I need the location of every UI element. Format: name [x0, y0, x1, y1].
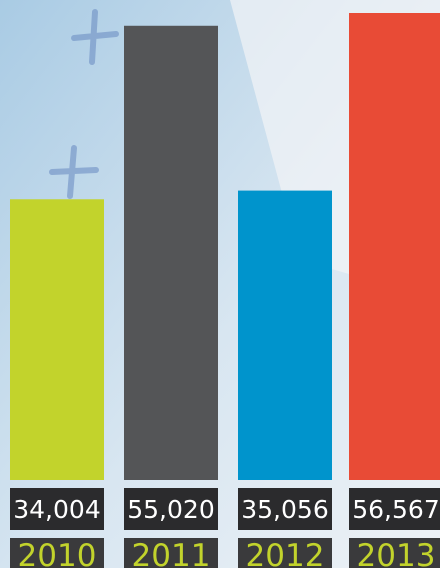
- value-label-box: [10, 488, 104, 530]
- category-label: 2010: [18, 538, 97, 568]
- bar: [349, 13, 440, 480]
- value-label-box: [349, 488, 440, 530]
- value-label: 55,020: [127, 495, 214, 524]
- category-label: 2012: [246, 538, 325, 568]
- bar: [124, 25, 218, 480]
- bar: [10, 199, 104, 480]
- value-label: 56,567: [352, 495, 439, 524]
- value-label: 35,056: [241, 495, 328, 524]
- plus-doodles: [49, 9, 119, 199]
- bar: [238, 190, 332, 480]
- category-label-box: [10, 538, 104, 568]
- value-label-box: [124, 488, 218, 530]
- value-label: 34,004: [13, 495, 100, 524]
- value-label-box: [238, 488, 332, 530]
- category-label-box: [124, 538, 218, 568]
- category-label: 2011: [132, 538, 211, 568]
- category-label-box: [238, 538, 332, 568]
- category-label: 2013: [357, 538, 436, 568]
- category-label-box: [349, 538, 440, 568]
